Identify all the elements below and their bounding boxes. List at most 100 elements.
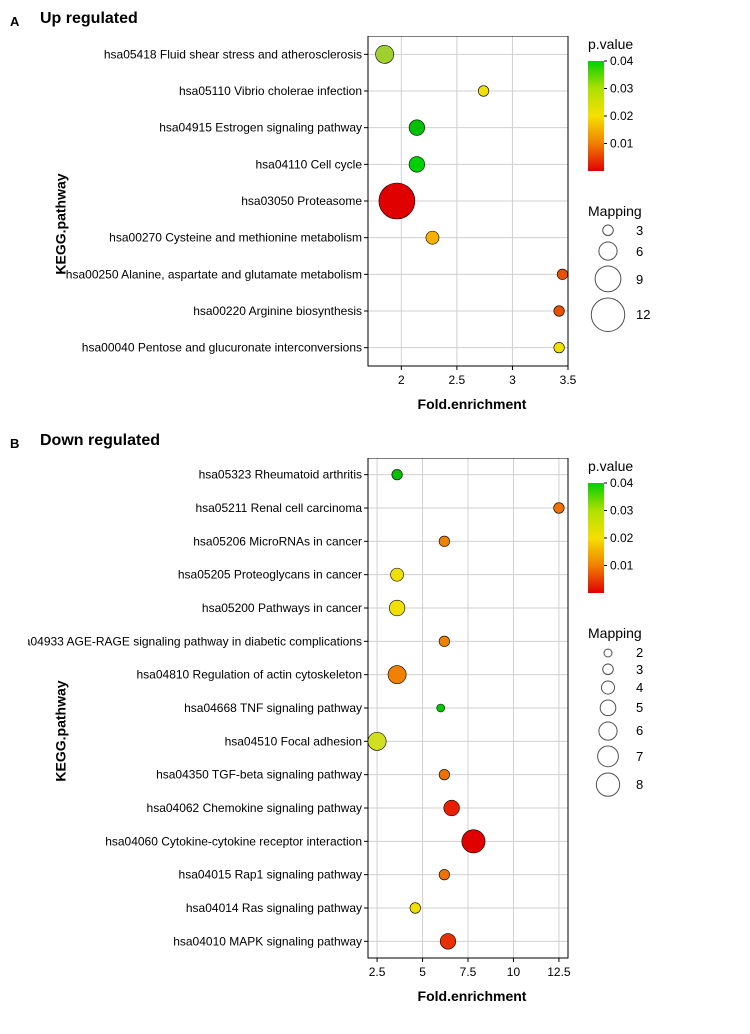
y-tick-label: hsa00250 Alanine, aspartate and glutamat…: [66, 267, 362, 281]
y-tick-label: hsa04014 Ras signaling pathway: [186, 901, 362, 915]
y-tick-label: hsa04810 Regulation of actin cytoskeleto…: [137, 668, 363, 682]
pvalue-colorbar: 0.040.030.020.01: [588, 478, 654, 598]
x-axis-label: Fold.enrichment: [28, 396, 576, 412]
pvalue-colorbar: 0.040.030.020.01: [588, 56, 654, 176]
legend-column: p.value0.040.030.020.01Mapping36912: [576, 36, 654, 412]
plot-area: hsa05323 Rheumatoid arthritis hsa05211 Re…: [28, 458, 576, 1004]
chart-row: KEGG.pathwayhsa05323 Rheumatoid arthriti…: [10, 458, 740, 1004]
y-tick-label: hsa05323 Rheumatoid arthritis: [199, 468, 362, 482]
y-tick-label: hsa05418 Fluid shear stress and atherosc…: [104, 47, 362, 61]
y-tick-label: hsa04010 MAPK signaling pathway: [173, 934, 362, 948]
y-tick-label: hsa05110 Vibrio cholerae infection: [179, 84, 362, 98]
mapping-value: 2: [636, 645, 643, 660]
bubble-point: [379, 183, 415, 219]
y-tick-label: hsa00270 Cysteine and methionine metabol…: [109, 231, 362, 245]
y-tick-label: hsa04062 Chemokine signaling pathway: [147, 801, 362, 815]
y-tick-label: hsa04668 TNF signaling pathway: [184, 701, 362, 715]
bubble-point: [478, 86, 489, 97]
bubble-chart: hsa05323 Rheumatoid arthritis hsa05211 Re…: [28, 458, 576, 984]
x-axis-label: Fold.enrichment: [28, 988, 576, 1004]
mapping-value: 6: [636, 244, 643, 259]
mapping-row: 7: [588, 744, 654, 769]
mapping-value: 7: [636, 749, 643, 764]
pvalue-legend: p.value0.040.030.020.01: [588, 458, 654, 601]
pvalue-tick-label: 0.03: [610, 504, 634, 518]
panel-b: BDown regulatedKEGG.pathwayhsa05323 Rheu…: [10, 432, 740, 1004]
mapping-value: 5: [636, 700, 643, 715]
mapping-legend-title: Mapping: [588, 203, 654, 219]
pvalue-legend: p.value0.040.030.020.01: [588, 36, 654, 179]
bubble-point: [389, 600, 405, 616]
bubble-point: [376, 45, 394, 63]
y-tick-label: hsa00040 Pentose and glucuronate interco…: [82, 341, 362, 355]
mapping-row: 12: [588, 296, 654, 333]
bubble-point: [440, 934, 456, 950]
bubble-point: [368, 732, 386, 750]
mapping-row: 6: [588, 720, 654, 742]
mapping-circle-icon: [588, 679, 628, 696]
pvalue-tick-label: 0.02: [610, 531, 634, 545]
pvalue-tick-label: 0.01: [610, 137, 634, 151]
bubble-point: [439, 869, 450, 880]
mapping-circle-icon: [588, 296, 628, 333]
legend-column: p.value0.040.030.020.01Mapping2345678: [576, 458, 654, 1004]
y-tick-label: hsa05200 Pathways in cancer: [202, 601, 362, 615]
x-tick-label: 2.5: [369, 965, 386, 979]
panel-letter: B: [10, 436, 19, 451]
x-tick-label: 12.5: [547, 965, 571, 979]
pvalue-tick-label: 0.02: [610, 109, 634, 123]
mapping-circle-icon: [588, 264, 628, 294]
chart-row: KEGG.pathway hsa05418 Fluid shear stress …: [10, 36, 740, 412]
panel-a: AUp regulatedKEGG.pathwayhsa05418 Fluid …: [10, 10, 740, 412]
bubble-point: [409, 157, 425, 173]
mapping-row: 6: [588, 240, 654, 262]
bubble-chart: hsa05418 Fluid shear stress and atherosc…: [28, 36, 576, 392]
mapping-circle-icon: [588, 744, 628, 769]
mapping-row: 2: [588, 645, 654, 660]
bubble-point: [439, 769, 450, 780]
mapping-circle-icon: [588, 698, 628, 718]
bubble-point: [554, 342, 565, 353]
bubble-point: [554, 306, 565, 317]
y-tick-label: hsa04915 Estrogen signaling pathway: [159, 121, 362, 135]
mapping-legend-title: Mapping: [588, 625, 654, 641]
panel-letter: A: [10, 14, 19, 29]
mapping-circle-icon: [588, 771, 628, 798]
mapping-value: 3: [636, 223, 643, 238]
x-tick-label: 3: [509, 373, 516, 387]
mapping-circle-icon: [588, 240, 628, 262]
y-tick-label: hsa00220 Arginine biosynthesis: [193, 304, 362, 318]
panel-title: Down regulated: [40, 432, 740, 450]
mapping-row: 3: [588, 223, 654, 238]
mapping-row: 3: [588, 662, 654, 677]
x-tick-label: 2: [398, 373, 405, 387]
y-tick-label: hsa05211 Renal cell carcinoma: [195, 501, 362, 515]
y-tick-label: hsa04933 AGE-RAGE signaling pathway in d…: [28, 634, 362, 648]
y-tick-label: hsa05205 Proteoglycans in cancer: [178, 568, 362, 582]
x-tick-label: 2.5: [449, 373, 466, 387]
mapping-value: 12: [636, 307, 650, 322]
mapping-row: 4: [588, 679, 654, 696]
mapping-value: 3: [636, 662, 643, 677]
mapping-circle-icon: [588, 646, 628, 660]
pvalue-legend-title: p.value: [588, 36, 654, 52]
y-axis-label-wrap: KEGG.pathway: [10, 458, 28, 1004]
x-tick-label: 3.5: [560, 373, 576, 387]
bubble-point: [388, 666, 406, 684]
mapping-value: 8: [636, 777, 643, 792]
bubble-point: [444, 800, 460, 816]
bubble-point: [426, 231, 439, 244]
mapping-value: 6: [636, 723, 643, 738]
mapping-legend: Mapping 2 3 4 5 6 7 8: [588, 625, 654, 800]
bubble-point: [392, 469, 403, 480]
y-tick-label: hsa05206 MicroRNAs in cancer: [193, 534, 362, 548]
bubble-point: [554, 503, 565, 514]
pvalue-tick-label: 0.04: [610, 56, 634, 68]
bubble-point: [439, 636, 450, 647]
bubble-point: [437, 704, 445, 712]
mapping-circle-icon: [588, 662, 628, 677]
bubble-point: [557, 269, 568, 280]
x-tick-label: 5: [419, 965, 426, 979]
bubble-point: [410, 903, 421, 914]
y-axis-label-wrap: KEGG.pathway: [10, 36, 28, 412]
